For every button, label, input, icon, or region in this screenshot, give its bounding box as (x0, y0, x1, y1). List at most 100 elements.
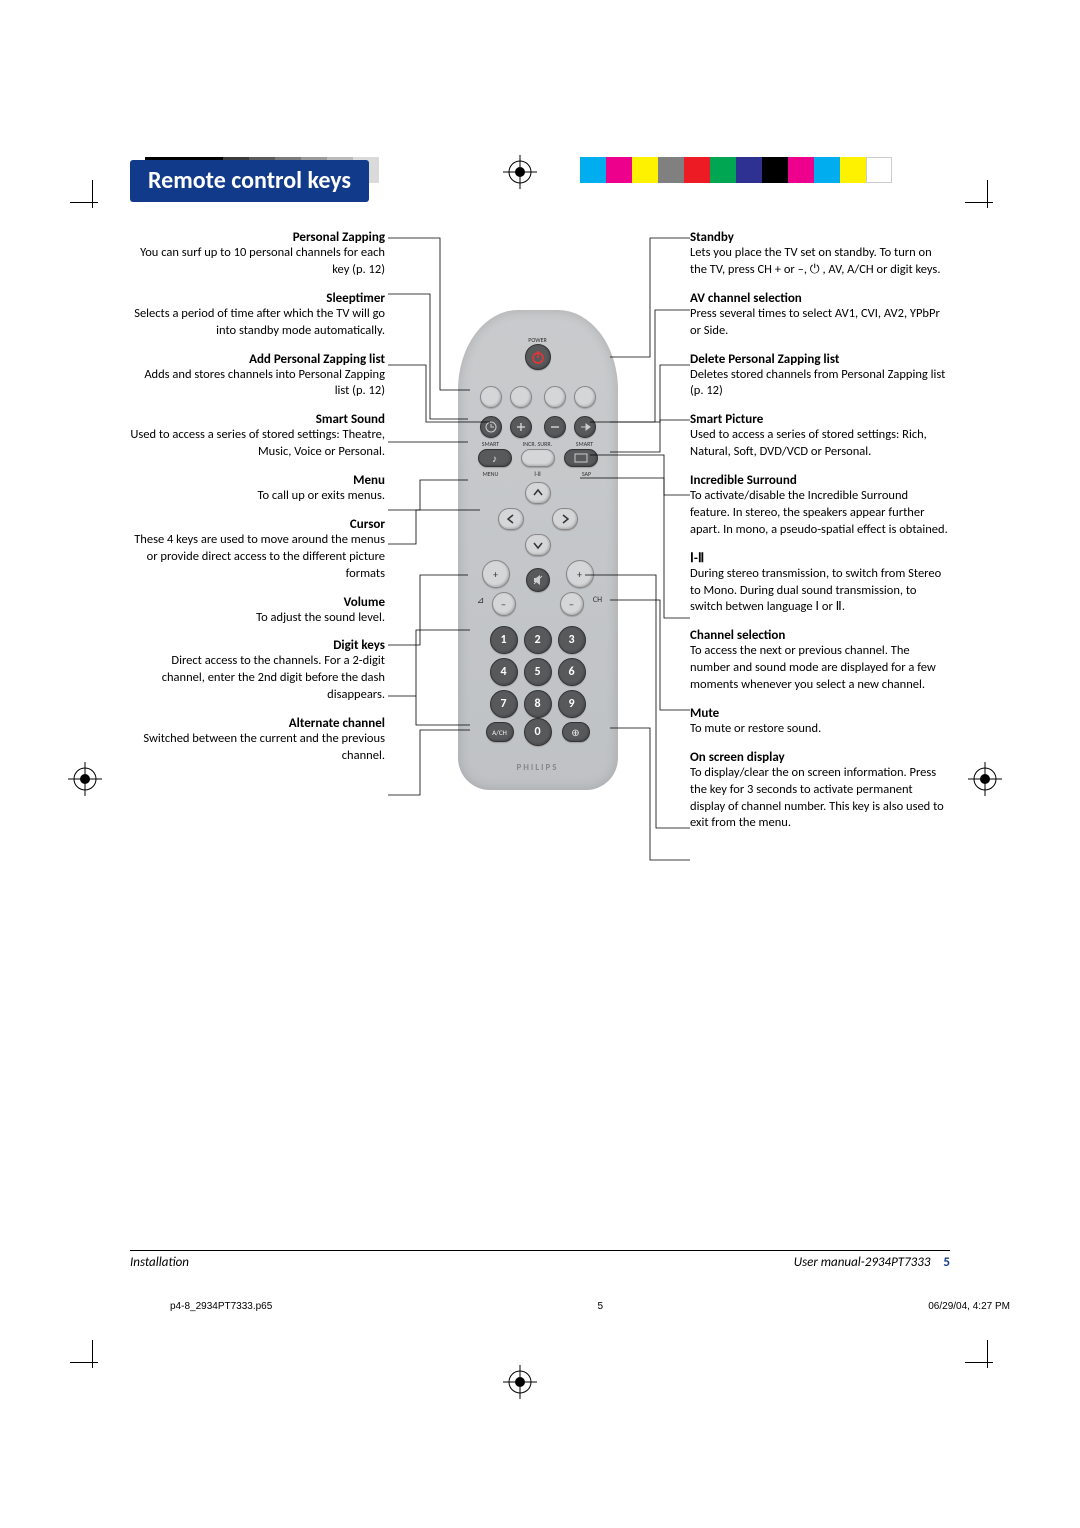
registration-mark-left (68, 762, 102, 796)
remote-control-diagram: POWER (458, 310, 618, 790)
key-description: On screen displayTo display/clear the on… (690, 750, 950, 833)
av-button (574, 416, 596, 438)
digit-1-button: 1 (490, 626, 518, 654)
print-page-num: 5 (598, 1301, 604, 1312)
key-description: Personal ZappingYou can surf up to 10 pe… (130, 230, 385, 279)
minus-icon (549, 421, 561, 433)
smart-sound-button: ♪ (478, 449, 512, 467)
key-body: During stereo transmission, to switch fr… (690, 566, 950, 617)
key-description: Delete Personal Zapping listDeletes stor… (690, 352, 950, 401)
key-description: Digit keysDirect access to the channels.… (130, 638, 385, 704)
mute-icon (532, 574, 544, 586)
key-heading: Sleeptimer (130, 291, 385, 306)
key-body: To activate/disable the Incredible Surro… (690, 488, 950, 539)
digit-5-button: 5 (524, 658, 552, 686)
vol-down-button: − (492, 592, 516, 616)
key-heading: Standby (690, 230, 950, 245)
digit-0-button: 0 (524, 718, 552, 746)
key-heading: Ⅰ-Ⅱ (690, 551, 950, 566)
pz-button-1 (480, 386, 502, 408)
key-heading: Smart Sound (130, 412, 385, 427)
key-description: MenuTo call up or exits menus. (130, 473, 385, 505)
av-icon (579, 421, 591, 433)
key-body: Direct access to the channels. For a 2-d… (130, 653, 385, 704)
registration-mark-right (968, 762, 1002, 796)
smart-label-right: SMART (570, 440, 600, 448)
key-heading: Personal Zapping (130, 230, 385, 245)
key-body: To display/clear the on screen informati… (690, 765, 950, 833)
key-description: Smart PictureUsed to access a series of … (690, 412, 950, 461)
menu-label: MENU (476, 470, 506, 478)
key-description: VolumeTo adjust the sound level. (130, 595, 385, 627)
incr-surr-button (521, 449, 555, 467)
key-body: Used to access a series of stored settin… (690, 427, 950, 461)
vol-symbol: ⊿ (472, 595, 490, 606)
digit-2-button: 2 (524, 626, 552, 654)
pz-button-3 (544, 386, 566, 408)
key-body: Selects a period of time after which the… (130, 306, 385, 340)
chevron-right-icon (560, 514, 570, 524)
key-description: AV channel selectionPress several times … (690, 291, 950, 340)
page-footer: Installation User manual-2934PT7333 5 (130, 1250, 950, 1270)
key-body: To mute or restore sound. (690, 721, 950, 738)
del-pz-button (544, 416, 566, 438)
i-ii-label: Ⅰ-Ⅱ (524, 470, 552, 478)
key-description: Add Personal Zapping listAdds and stores… (130, 352, 385, 401)
key-body: You can surf up to 10 personal channels … (130, 245, 385, 279)
key-body: Adds and stores channels into Personal Z… (130, 367, 385, 401)
crop-mark-tl (70, 180, 115, 225)
key-heading: On screen display (690, 750, 950, 765)
pz-button-2 (510, 386, 532, 408)
key-description: StandbyLets you place the TV set on stan… (690, 230, 950, 279)
pz-button-4 (574, 386, 596, 408)
key-body: These 4 keys are used to move around the… (130, 532, 385, 583)
key-description: Incredible SurroundTo activate/disable t… (690, 473, 950, 539)
page-title: Remote control keys (130, 160, 369, 202)
key-description: SleeptimerSelects a period of time after… (130, 291, 385, 340)
digit-4-button: 4 (490, 658, 518, 686)
key-heading: Cursor (130, 517, 385, 532)
print-filename: p4-8_2934PT7333.p65 (170, 1301, 272, 1312)
key-body: Switched between the current and the pre… (130, 731, 385, 765)
incr-surr-label: INCR. SURR. (513, 440, 563, 448)
key-body: To call up or exits menus. (130, 488, 385, 505)
chevron-left-icon (506, 514, 516, 524)
key-heading: Add Personal Zapping list (130, 352, 385, 367)
key-heading: Delete Personal Zapping list (690, 352, 950, 367)
smart-label-left: SMART (476, 440, 506, 448)
cursor-down-button (525, 534, 551, 556)
clock-icon (485, 421, 497, 433)
digit-8-button: 8 (524, 690, 552, 718)
digit-9-button: 9 (558, 690, 586, 718)
power-label: POWER (522, 336, 554, 344)
chevron-up-icon (533, 488, 543, 498)
key-body: To adjust the sound level. (130, 610, 385, 627)
crop-mark-bl (70, 1340, 115, 1385)
crop-mark-br (965, 1340, 1010, 1385)
key-body: To access the next or previous channel. … (690, 643, 950, 694)
footer-manual-ref: User manual-2934PT7333 (794, 1255, 931, 1270)
registration-mark-bottom (503, 1365, 537, 1399)
key-heading: Digit keys (130, 638, 385, 653)
left-column: Personal ZappingYou can surf up to 10 pe… (130, 230, 385, 844)
smart-picture-button (564, 449, 598, 467)
key-heading: Smart Picture (690, 412, 950, 427)
digit-7-button: 7 (490, 690, 518, 718)
key-body: Used to access a series of stored settin… (130, 427, 385, 461)
key-description: CursorThese 4 keys are used to move arou… (130, 517, 385, 583)
power-button (525, 344, 551, 370)
sleep-button (480, 416, 502, 438)
key-heading: Mute (690, 706, 950, 721)
ach-button: A/CH (486, 722, 514, 742)
footer-section: Installation (130, 1255, 189, 1270)
page-number: 5 (943, 1255, 950, 1270)
crop-mark-tr (965, 180, 1010, 225)
ch-label: CH (588, 595, 608, 605)
key-body: Deletes stored channels from Personal Za… (690, 367, 950, 401)
cursor-right-button (552, 508, 578, 530)
plus-icon (515, 421, 527, 433)
ch-down-button: − (560, 592, 584, 616)
key-heading: Channel selection (690, 628, 950, 643)
cursor-up-button (525, 482, 551, 504)
key-description: Smart SoundUsed to access a series of st… (130, 412, 385, 461)
